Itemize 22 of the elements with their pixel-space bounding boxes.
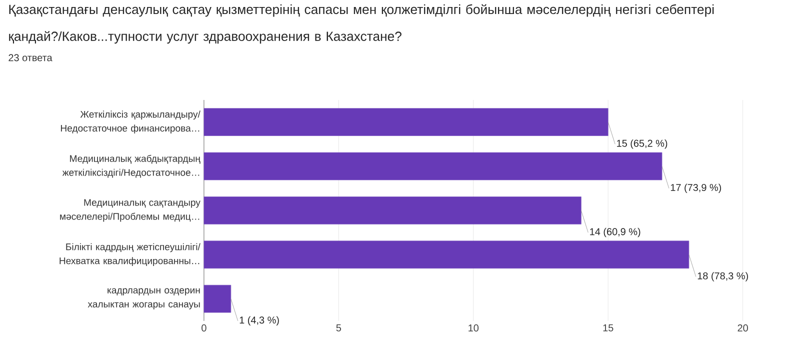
- y-tick-label: Жеткіліксіз қаржыландыру/ Недостаточное финансирова…: [60, 110, 200, 134]
- bar: [204, 284, 232, 313]
- x-tick-label: 10: [468, 324, 479, 332]
- x-tick-label: 15: [603, 324, 614, 332]
- y-tick-label: кадрлардын оздерин халыктан жогары санауы: [88, 288, 200, 310]
- data-label: 15 (65,2 %): [617, 140, 668, 149]
- bar: [204, 108, 608, 136]
- x-tick-label: 0: [202, 324, 206, 332]
- text: 23 ответа: [8, 54, 52, 62]
- x-tick-label: 5: [336, 324, 342, 332]
- chart-title: Қазақстандағы денсаулық сақтау қызметтерінің сапасы мен қолжетімділгі бойынша мәселелердің негізгі себептері қандай?/Каков...тупности услуг здравоохранения в Казахстане?: [9, 4, 714, 44]
- y-tick-label: Медициналық сақтандыру мәселелері/Проблемы медиц…: [60, 199, 200, 222]
- data-label: 17 (73,9 %): [670, 184, 722, 194]
- bar: [204, 240, 690, 269]
- x-tick-label: 20: [738, 324, 748, 332]
- y-tick-label: Медициналық жабдықтардың жеткіліксіздігі/Недостаточное…: [62, 154, 200, 178]
- data-label: 18 (78,3 %): [698, 272, 748, 282]
- y-tick-label: Білікті кадрдың жетіспеушілігі/ Нехватка квалифицированны…: [60, 243, 200, 266]
- data-label: 14 (60,9 %): [590, 228, 640, 238]
- data-label: 1 (4,3 %): [240, 316, 279, 326]
- bar: [204, 152, 662, 180]
- bar: [204, 196, 582, 224]
